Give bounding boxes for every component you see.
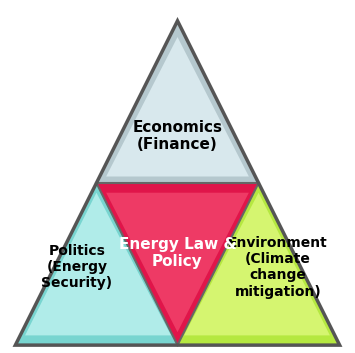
Text: Energy Law &
Policy: Energy Law & Policy xyxy=(119,237,236,269)
Polygon shape xyxy=(178,183,340,345)
Polygon shape xyxy=(106,37,249,176)
Polygon shape xyxy=(106,193,249,332)
Text: Economics
(Finance): Economics (Finance) xyxy=(132,120,223,152)
Polygon shape xyxy=(15,183,178,345)
Polygon shape xyxy=(97,21,258,183)
Polygon shape xyxy=(25,193,171,335)
Text: Environment
(Climate
change
mitigation): Environment (Climate change mitigation) xyxy=(228,236,328,299)
Polygon shape xyxy=(97,183,258,345)
Text: Politics
(Energy
Security): Politics (Energy Security) xyxy=(42,244,113,291)
Polygon shape xyxy=(184,193,330,335)
